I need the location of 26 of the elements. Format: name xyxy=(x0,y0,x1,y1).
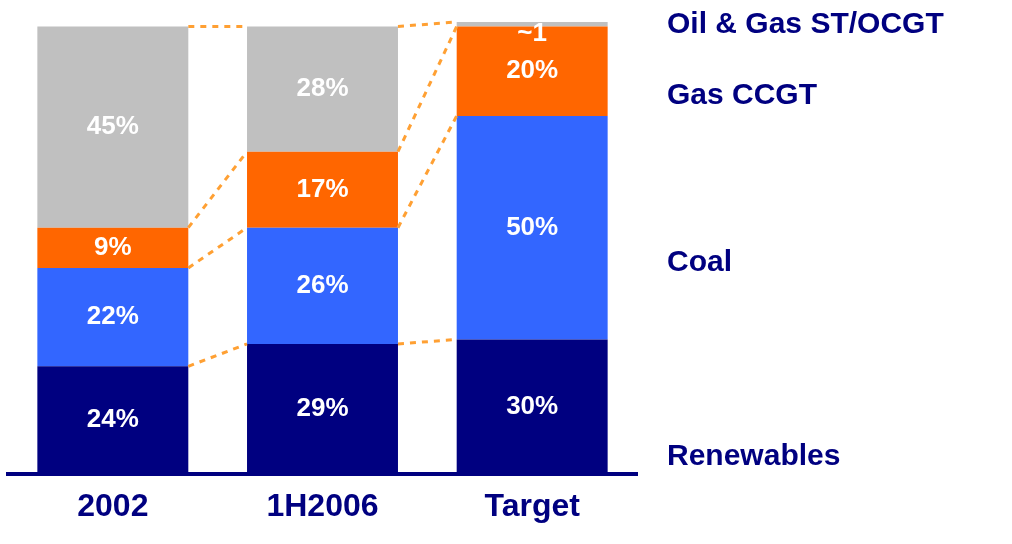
bar xyxy=(37,26,189,228)
x-tick-label: Target xyxy=(484,486,581,523)
bar xyxy=(247,151,398,228)
bar xyxy=(456,115,608,340)
bar xyxy=(37,267,189,367)
series-label: Coal xyxy=(667,243,733,277)
data-label: 29% xyxy=(296,391,349,422)
data-label: 22% xyxy=(86,300,139,331)
data-label: 26% xyxy=(296,268,349,299)
data-label: 28% xyxy=(296,72,349,103)
bar xyxy=(37,227,189,268)
series-label: Renewables xyxy=(667,437,841,471)
data-label: 24% xyxy=(86,403,139,434)
data-label: ~1 xyxy=(517,17,547,48)
x-tick-label: 2002 xyxy=(77,486,149,523)
data-label: 17% xyxy=(296,172,349,203)
data-label: 9% xyxy=(94,230,132,261)
series-label: Gas CCGT xyxy=(667,77,818,111)
data-label: 30% xyxy=(506,389,559,420)
data-label: 45% xyxy=(86,110,139,141)
bar xyxy=(247,26,398,152)
data-label: 50% xyxy=(506,210,559,241)
bar xyxy=(247,227,398,344)
series-label: Oil & Gas ST/OCGT xyxy=(667,5,944,39)
x-tick-label: 1H2006 xyxy=(266,486,379,523)
data-label: 20% xyxy=(506,54,559,85)
